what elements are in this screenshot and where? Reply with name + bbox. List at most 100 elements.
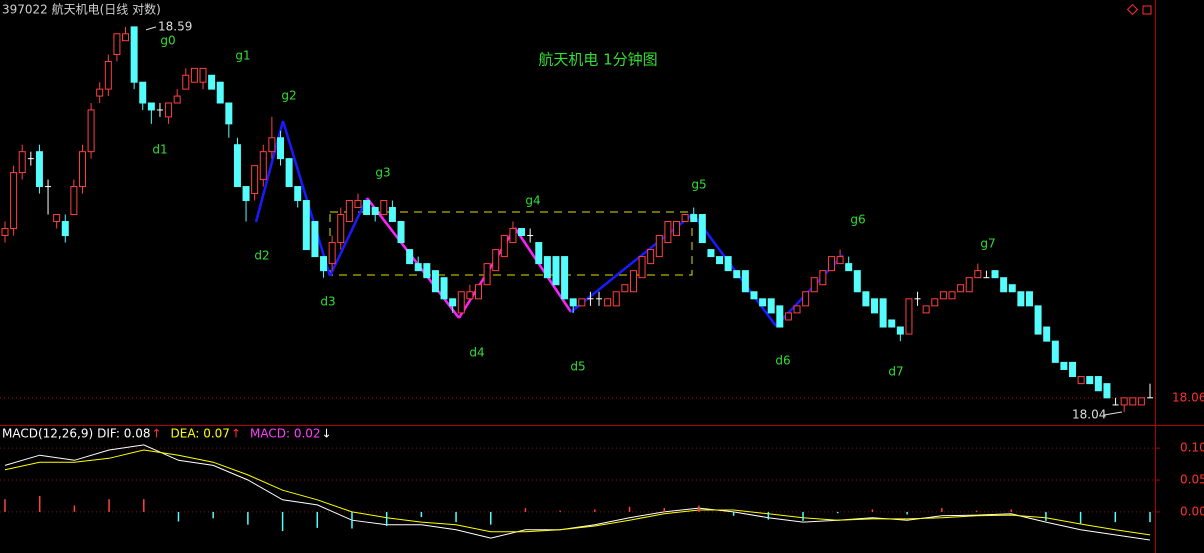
candle-body <box>61 221 69 237</box>
annotation: 航天机电 1分钟图 <box>538 51 657 69</box>
candle-body <box>1000 277 1008 293</box>
candle-body <box>862 291 870 307</box>
candle-body <box>1094 376 1102 392</box>
candle-body <box>311 221 319 258</box>
wave-line <box>691 213 778 327</box>
candle-body <box>337 214 345 244</box>
candle-body <box>604 298 612 307</box>
window-icon[interactable] <box>1126 3 1139 16</box>
candle-body <box>1008 284 1016 293</box>
candle-body <box>328 242 336 265</box>
candle-body <box>251 165 259 195</box>
low-mark-label: 18.04 <box>1072 408 1106 422</box>
candle-body <box>845 263 853 272</box>
candle-body <box>922 305 930 314</box>
candle-body <box>483 263 491 286</box>
y-tick-label: 0.10 <box>1180 441 1204 455</box>
wave-label: g6 <box>850 213 865 227</box>
candle-body <box>147 102 155 111</box>
candle-body <box>741 270 749 293</box>
candle-body <box>655 235 663 258</box>
candle-body <box>991 270 999 279</box>
candle-body <box>233 144 241 188</box>
candle-body <box>388 207 396 223</box>
window-icon[interactable] <box>1142 5 1152 15</box>
candle-body <box>552 256 560 286</box>
candle-body <box>569 298 577 307</box>
candle-body <box>716 256 724 265</box>
candle-body <box>647 249 655 265</box>
candle-body <box>1103 383 1111 399</box>
last-price-label: 18.06 <box>1172 390 1204 404</box>
candle-body <box>690 214 698 223</box>
candle-body <box>1077 376 1085 385</box>
candle-body <box>500 235 508 258</box>
candle-body <box>182 74 190 90</box>
candle-body <box>965 277 973 293</box>
candle-body <box>1086 376 1094 385</box>
candle-body <box>354 200 362 209</box>
candle-body <box>406 249 414 265</box>
y-tick-label: 0.05 <box>1180 473 1204 487</box>
candle-body <box>836 256 844 265</box>
candle-body <box>216 81 224 104</box>
wave-label: g4 <box>525 194 540 208</box>
candle-body <box>363 200 371 216</box>
candle-body <box>10 172 18 230</box>
candle-body <box>53 214 61 223</box>
candle-body <box>87 109 95 153</box>
candle-body <box>802 291 810 307</box>
candle-body <box>707 249 715 258</box>
candle-body <box>208 74 216 90</box>
candle-body <box>294 186 302 202</box>
candle-body <box>518 228 526 237</box>
candle-body <box>1137 397 1145 406</box>
candle-body <box>139 81 147 104</box>
candle-body <box>165 102 173 118</box>
candle-body <box>819 270 827 286</box>
candle-body <box>793 305 801 314</box>
candle-body <box>431 270 439 293</box>
wave-label: g1 <box>235 49 250 63</box>
candle-body <box>78 151 86 188</box>
candle-body <box>879 298 887 328</box>
candle-body <box>776 305 784 328</box>
wave-label: g3 <box>375 166 390 180</box>
legend-arrow: ↓ <box>322 427 332 441</box>
wave-label: g0 <box>160 34 175 48</box>
legend-arrow: ↑ <box>151 427 161 441</box>
candle-body <box>414 263 422 272</box>
candle-body <box>561 256 569 300</box>
candle-body <box>939 291 947 300</box>
candle-body <box>810 277 818 293</box>
candle-body <box>1043 326 1051 342</box>
candle-body <box>578 298 586 307</box>
candle-body <box>905 298 913 335</box>
candle-body <box>1034 305 1042 335</box>
candle-body <box>35 151 43 188</box>
y-tick-label: 0.00 <box>1180 504 1204 518</box>
wave-label: g5 <box>691 178 706 192</box>
candle-body <box>96 88 104 97</box>
low-mark-arrow <box>1103 411 1123 416</box>
wave-label: d7 <box>888 365 903 379</box>
candle-body <box>1060 361 1068 370</box>
candle-body <box>474 284 482 300</box>
candle-body <box>457 291 465 314</box>
candle-body <box>1017 291 1025 307</box>
candle-body <box>380 200 388 216</box>
candle-body <box>1025 291 1033 307</box>
candle-body <box>957 284 965 293</box>
wave-label: d4 <box>469 346 484 360</box>
candle-body <box>285 158 293 188</box>
legend-entry: DEA: 0.07 <box>171 427 230 441</box>
wave-label: d6 <box>775 354 790 368</box>
high-mark-arrow <box>145 26 157 31</box>
wave-line <box>328 197 369 277</box>
wave-label: g7 <box>980 237 995 251</box>
candle-body <box>698 214 706 244</box>
candle-body <box>664 221 672 244</box>
candle-body <box>449 298 457 307</box>
chart-title: 397022 航天机电(日线 对数) <box>2 2 161 17</box>
candle-body <box>621 284 629 293</box>
